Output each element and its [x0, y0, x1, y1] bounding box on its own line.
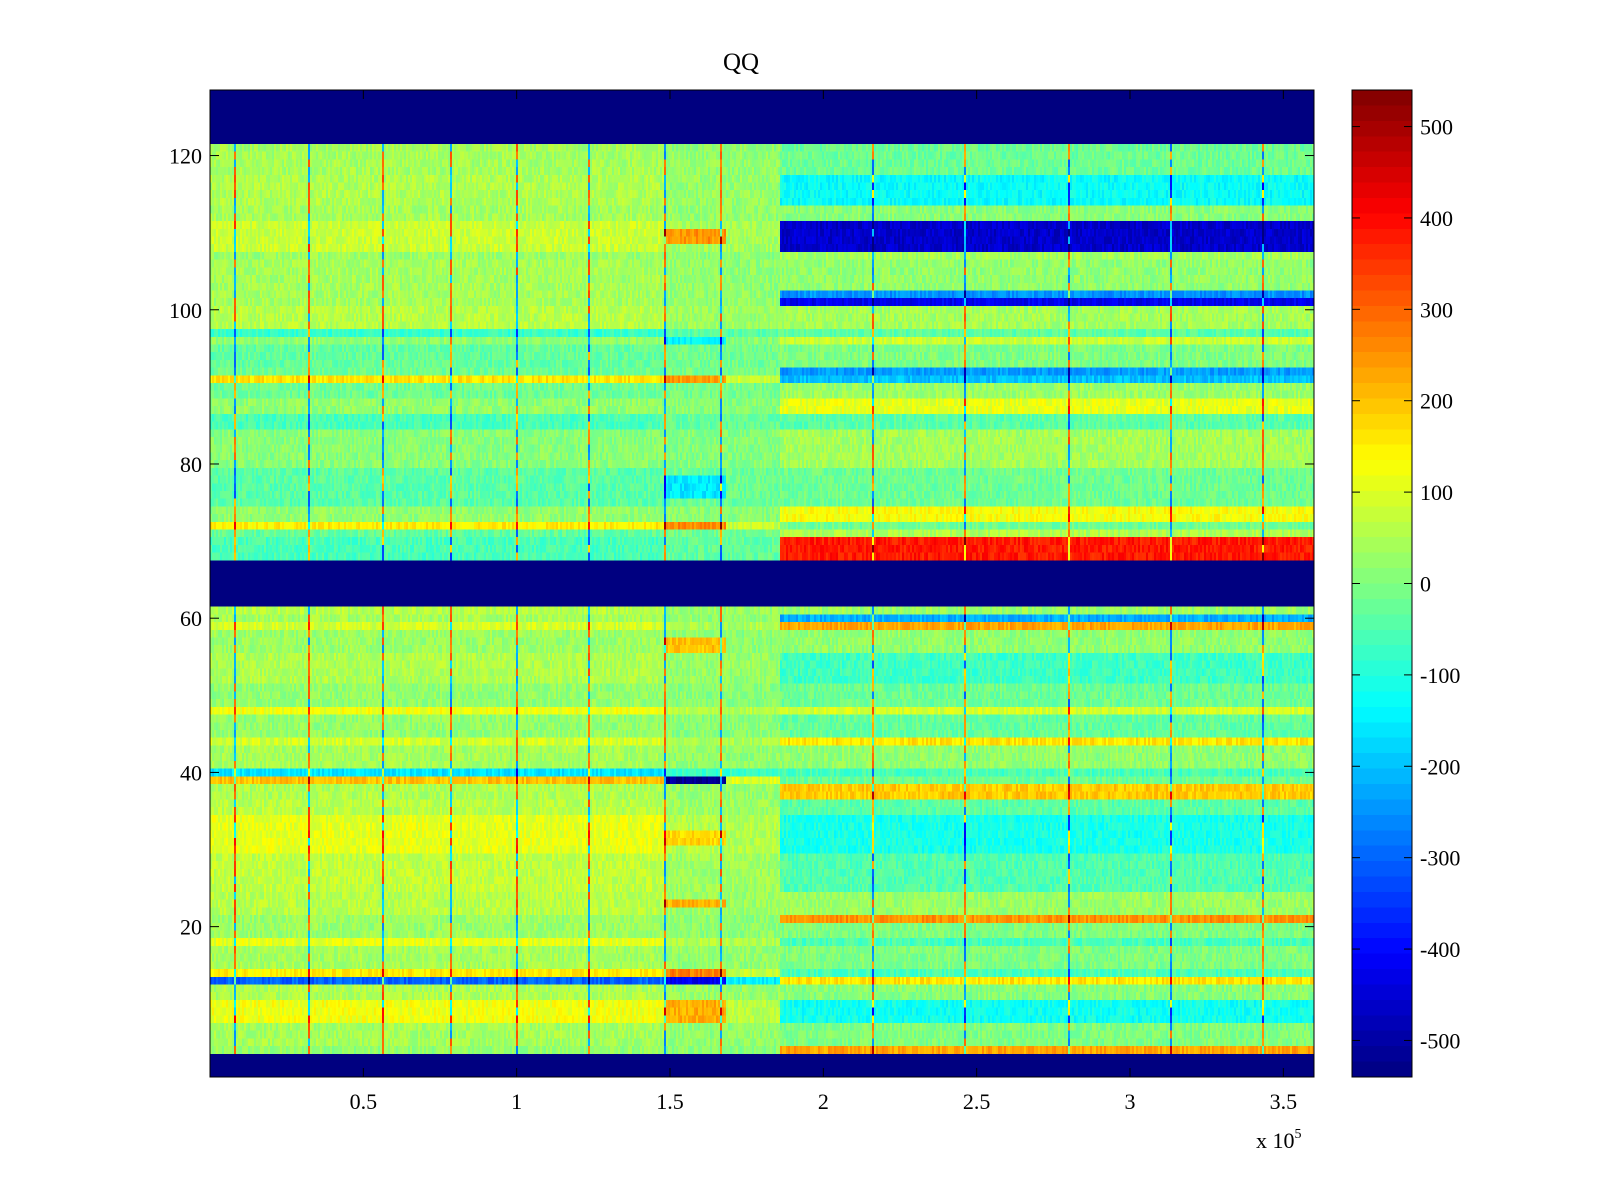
x-tick-label: 1 — [511, 1089, 522, 1114]
colorbar-tick-label: -100 — [1420, 663, 1460, 688]
colorbar-tick-label: -200 — [1420, 754, 1460, 779]
y-tick-label: 20 — [180, 915, 202, 940]
x-tick-label: 1.5 — [656, 1089, 684, 1114]
x-multiplier-exponent: 5 — [1295, 1127, 1302, 1142]
colorbar-tick-label: 300 — [1420, 297, 1453, 322]
colorbar-tick-label: 500 — [1420, 115, 1453, 140]
colorbar: 500 400 300 200 100 0 -100 -200 -300 -400 -500 — [1351, 89, 1460, 1078]
plot-area — [209, 89, 1315, 1078]
x-tick-label: 0.5 — [350, 1089, 378, 1114]
y-axis: 20 40 60 80 100 120 — [169, 144, 1314, 940]
y-tick-label: 40 — [180, 760, 202, 785]
x-tick-label: 3 — [1125, 1089, 1136, 1114]
y-tick-label: 60 — [180, 606, 202, 631]
colorbar-tick-label: 200 — [1420, 389, 1453, 414]
colorbar-tick-label: -400 — [1420, 937, 1460, 962]
x-multiplier-base: x 10 — [1256, 1128, 1295, 1153]
x-tick-label: 2 — [818, 1089, 829, 1114]
x-axis-multiplier: x 105 — [1256, 1127, 1302, 1153]
heatmap-cells — [210, 90, 1314, 1077]
colorbar-tick-label: 100 — [1420, 480, 1453, 505]
chart-title: QQ — [723, 49, 759, 76]
colorbar-gradient — [1352, 90, 1412, 1077]
colorbar-tick-label: -500 — [1420, 1028, 1460, 1053]
colorbar-tick-label: -300 — [1420, 846, 1460, 871]
y-tick-label: 80 — [180, 452, 202, 477]
y-tick-label: 120 — [169, 144, 202, 169]
plot-frame — [209, 89, 1315, 1078]
x-tick-label: 2.5 — [963, 1089, 991, 1114]
x-tick-label: 3.5 — [1270, 1089, 1298, 1114]
colorbar-tick-label: 0 — [1420, 572, 1431, 597]
colorbar-ticks: 500 400 300 200 100 0 -100 -200 -300 -400 -500 — [1352, 115, 1460, 1053]
colorbar-tick-label: 400 — [1420, 206, 1453, 231]
x-axis: 0.5 1 1.5 2 2.5 3 3.5 — [350, 90, 1298, 1114]
y-tick-label: 100 — [169, 298, 202, 323]
